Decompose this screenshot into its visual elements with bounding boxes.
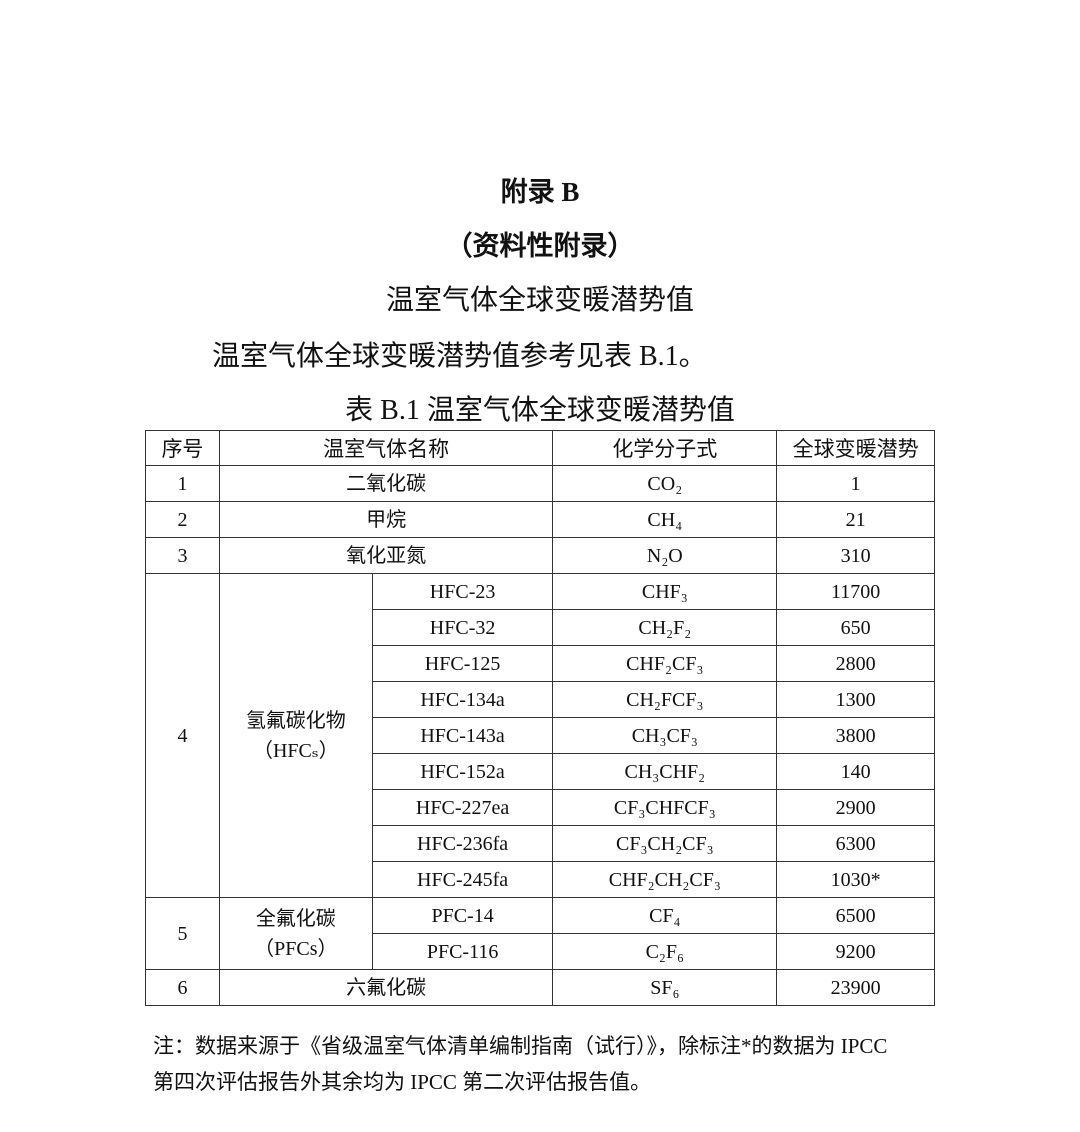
table-row: HFC-32 CH₂F₂ 650	[146, 609, 935, 646]
table-row: 2 甲烷 CH₄ 21	[145, 501, 935, 538]
cell-no: 3	[145, 537, 220, 574]
appendix-title: 附录 B	[500, 177, 580, 207]
table-row: HFC-152a CH₃CHF₂ 140	[146, 753, 935, 790]
cell-subname: HFC-23	[371, 573, 554, 610]
cell-formula: CHF₂CF₃	[552, 645, 778, 682]
cell-gwp: 310	[776, 537, 935, 574]
cell-group: 氢氟碳化物 （HFCₛ）	[218, 573, 373, 898]
table-row: HFC-227ea CF₃CHFCF₃ 2900	[146, 789, 935, 826]
table-row: HFC-245fa CHF₂CH₂CF₃ 1030*	[146, 861, 935, 898]
table-caption: 表 B.1 温室气体全球变暖潜势值	[345, 395, 735, 426]
cell-formula: N₂O	[552, 537, 778, 574]
cell-gwp: 9200	[776, 933, 935, 970]
cell-subname: HFC-134a	[371, 681, 554, 718]
appendix-type: （资料性附录）	[445, 231, 635, 261]
header-formula: 化学分子式	[552, 430, 778, 466]
table-row: 1 二氧化碳 CO₂ 1	[145, 465, 935, 502]
cell-gwp: 2900	[776, 789, 935, 826]
cell-formula: CF₄	[552, 897, 778, 934]
cell-formula: CHF₃	[552, 573, 778, 610]
table-row: PFC-116 C₂F₆ 9200	[146, 933, 935, 970]
cell-gwp: 11700	[776, 573, 935, 610]
cell-no: 6	[145, 969, 220, 1006]
table-row: HFC-134a CH₂FCF₃ 1300	[146, 681, 935, 718]
cell-no: 5	[145, 897, 220, 970]
table-header-row: 序号 温室气体名称 化学分子式 全球变暖潜势	[145, 430, 935, 466]
cell-name: 二氧化碳	[218, 465, 554, 502]
group-abbr: （HFCₛ）	[252, 739, 339, 762]
cell-subname: HFC-143a	[371, 717, 554, 754]
cell-subname: HFC-152a	[371, 753, 554, 790]
cell-formula: CH₃CHF₂	[552, 753, 778, 790]
cell-formula: C₂F₆	[552, 933, 778, 970]
cell-gwp: 23900	[776, 969, 935, 1006]
header-no: 序号	[145, 430, 220, 466]
header-gwp: 全球变暖潜势	[776, 430, 935, 466]
header-name: 温室气体名称	[218, 430, 554, 466]
cell-no: 1	[145, 465, 220, 502]
cell-group: 全氟化碳 （PFCs）	[218, 897, 373, 970]
intro-text: 温室气体全球变暖潜势值参考见表 B.1。	[212, 341, 707, 372]
cell-gwp: 6500	[776, 897, 935, 934]
cell-gwp: 2800	[776, 645, 935, 682]
table-row: HFC-125 CHF₂CF₃ 2800	[146, 645, 935, 682]
cell-formula: CO₂	[552, 465, 778, 502]
cell-formula: CH₃CF₃	[552, 717, 778, 754]
cell-gwp: 6300	[776, 825, 935, 862]
group-name: 全氟化碳	[255, 907, 336, 930]
cell-formula: SF₆	[552, 969, 778, 1006]
table-row: 6 六氟化碳 SF₆ 23900	[145, 969, 935, 1006]
cell-gwp: 1	[776, 465, 935, 502]
cell-gwp: 140	[776, 753, 935, 790]
cell-formula: CH₂FCF₃	[552, 681, 778, 718]
note-line-2: 第四次评估报告外其余均为 IPCC 第二次评估报告值。	[153, 1070, 652, 1094]
cell-subname: PFC-14	[371, 897, 554, 934]
cell-no: 4	[145, 573, 220, 898]
cell-name: 六氟化碳	[218, 969, 554, 1006]
table-row: 4 氢氟碳化物 （HFCₛ） HFC-23 CHF₃ 11700	[145, 573, 935, 898]
cell-gwp: 1300	[776, 681, 935, 718]
cell-formula: CH₄	[552, 501, 778, 538]
cell-gwp: 21	[776, 501, 935, 538]
table-row: HFC-143a CH₃CF₃ 3800	[146, 717, 935, 754]
cell-gwp: 3800	[776, 717, 935, 754]
cell-subname: HFC-125	[371, 645, 554, 682]
table-note: 注：数据来源于《省级温室气体清单编制指南（试行）》，除标注*的数据为 IPCC …	[153, 1028, 933, 1100]
appendix-subject: 温室气体全球变暖潜势值	[385, 285, 694, 316]
cell-formula: CH₂F₂	[552, 609, 778, 646]
table-row: 5 全氟化碳 （PFCs） PFC-14 CF₄ 6500	[145, 897, 935, 970]
cell-subname: HFC-227ea	[371, 789, 554, 826]
cell-name: 氧化亚氮	[218, 537, 554, 574]
cell-subname: HFC-32	[371, 609, 554, 646]
cell-subname: HFC-236fa	[371, 825, 554, 862]
gwp-table: 序号 温室气体名称 化学分子式 全球变暖潜势 1 二氧化碳 CO₂ 1 2 甲烷 CH₄ 21…	[145, 430, 935, 1006]
group-name: 氢氟碳化物	[245, 709, 346, 732]
cell-name: 甲烷	[218, 501, 554, 538]
cell-no: 2	[145, 501, 220, 538]
cell-subname: HFC-245fa	[371, 861, 554, 898]
cell-gwp: 650	[776, 609, 935, 646]
note-line-1: 注：数据来源于《省级温室气体清单编制指南（试行）》，除标注*的数据为 IPCC	[153, 1034, 888, 1058]
table-row: HFC-236fa CF₃CH₂CF₃ 6300	[146, 825, 935, 862]
cell-formula: CF₃CHFCF₃	[552, 789, 778, 826]
cell-formula: CF₃CH₂CF₃	[552, 825, 778, 862]
cell-gwp: 1030*	[776, 861, 935, 898]
cell-formula: CHF₂CH₂CF₃	[552, 861, 778, 898]
cell-subname: PFC-116	[371, 933, 554, 970]
table-row: 3 氧化亚氮 N₂O 310	[145, 537, 935, 574]
group-abbr: （PFCs）	[254, 937, 338, 960]
